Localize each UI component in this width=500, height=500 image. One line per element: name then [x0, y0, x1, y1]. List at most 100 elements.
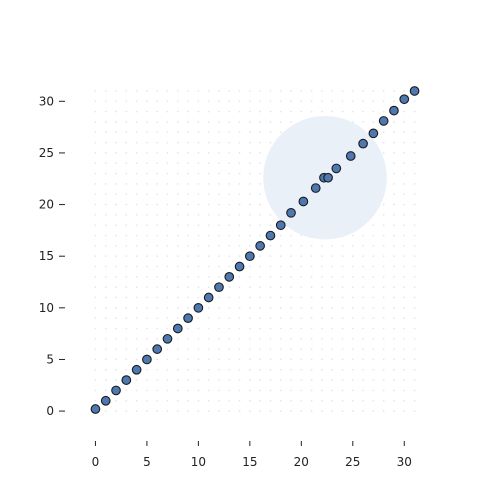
grid-dot — [372, 379, 375, 382]
grid-dot — [94, 265, 97, 268]
grid-dot — [279, 389, 282, 392]
grid-dot — [393, 162, 395, 165]
grid-dot — [351, 317, 354, 320]
grid-dot — [125, 224, 128, 227]
grid-dot — [372, 368, 375, 371]
grid-dot — [403, 213, 406, 216]
grid-dot — [413, 399, 416, 402]
grid-dot — [187, 234, 189, 237]
grid-dot — [197, 183, 200, 185]
data-point — [245, 251, 255, 262]
grid-dot — [197, 213, 200, 216]
grid-dot — [393, 90, 395, 92]
grid-dot — [300, 296, 303, 299]
grid-dot — [413, 234, 416, 237]
grid-dot — [197, 275, 200, 278]
grid-dot — [166, 172, 169, 175]
grid-dot — [300, 337, 303, 340]
grid-dot — [94, 296, 97, 299]
grid-dot — [156, 296, 159, 299]
grid-dot — [248, 172, 251, 175]
grid-dot — [393, 255, 395, 258]
grid-dot — [310, 399, 313, 402]
data-point — [224, 271, 235, 282]
grid-dot — [279, 275, 282, 278]
grid-dot — [403, 275, 406, 278]
grid-dot — [125, 275, 128, 278]
grid-dot — [125, 110, 128, 113]
grid-dot — [393, 244, 395, 247]
x-tick-label: 20 — [294, 455, 309, 469]
grid-dot — [207, 399, 210, 402]
y-axis: 0 5 10 15 20 25 30 — [39, 94, 65, 418]
grid-dot — [187, 389, 189, 392]
data-point — [310, 183, 321, 193]
grid-dot — [146, 183, 148, 185]
grid-dot — [197, 368, 200, 371]
data-point — [389, 105, 399, 116]
grid-dot — [393, 317, 395, 320]
grid-dot — [156, 100, 159, 103]
grid-dot — [104, 368, 107, 371]
grid-dot — [94, 90, 97, 92]
grid-dot — [321, 348, 323, 351]
grid-dot — [166, 234, 169, 237]
grid-dot — [218, 213, 220, 216]
grid-dot — [176, 296, 179, 299]
grid-dot — [248, 110, 251, 113]
grid-dot — [207, 286, 210, 289]
grid-dot — [290, 389, 292, 392]
grid-dot — [300, 399, 303, 402]
grid-dot — [125, 141, 128, 144]
grid-dot — [341, 90, 344, 92]
grid-dot — [115, 327, 117, 330]
grid-dot — [238, 327, 241, 330]
grid-dot — [413, 275, 416, 278]
grid-dot — [135, 121, 138, 123]
grid-dot — [146, 275, 148, 278]
grid-dot — [115, 162, 117, 165]
grid-dot — [187, 306, 189, 309]
grid-dot — [104, 337, 107, 340]
grid-dot — [228, 152, 231, 154]
grid-dot — [197, 100, 200, 103]
grid-dot — [259, 224, 262, 227]
grid-dot — [382, 389, 385, 392]
data-point — [121, 375, 132, 385]
grid-dot — [238, 224, 241, 227]
data-point — [203, 292, 214, 303]
data-point — [162, 333, 173, 344]
grid-dot — [372, 296, 375, 299]
grid-dot — [393, 213, 395, 216]
grid-dot — [135, 224, 138, 227]
grid-dot — [300, 327, 303, 330]
grid-dot — [125, 286, 128, 289]
grid-dot — [146, 389, 148, 392]
grid-dot — [197, 265, 200, 268]
grid-dot — [125, 193, 128, 196]
grid-dot — [341, 327, 344, 330]
grid-dot — [372, 255, 375, 258]
grid-dot — [94, 234, 97, 237]
grid-dot — [382, 203, 385, 206]
grid-dot — [115, 244, 117, 247]
grid-dot — [351, 265, 354, 268]
grid-dot — [393, 286, 395, 289]
grid-dot — [94, 358, 97, 361]
grid-dot — [176, 110, 179, 113]
grid-dot — [269, 265, 272, 268]
grid-dot — [248, 317, 251, 320]
grid-dot — [403, 265, 406, 268]
data-point — [378, 116, 389, 126]
grid-dot — [393, 358, 395, 361]
grid-dot — [176, 286, 179, 289]
grid-dot — [228, 203, 231, 206]
grid-dot — [259, 306, 262, 309]
grid-dot — [248, 224, 251, 227]
grid-dot — [197, 358, 200, 361]
grid-dot — [290, 296, 292, 299]
grid-dot — [135, 296, 138, 299]
grid-dot — [166, 131, 169, 134]
grid-dot — [94, 172, 97, 175]
grid-dot — [413, 110, 416, 113]
